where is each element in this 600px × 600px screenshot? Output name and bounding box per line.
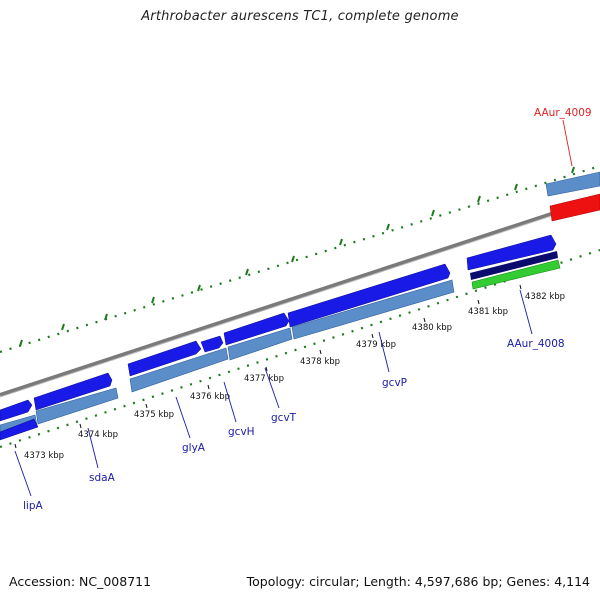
- tick-label: 4375 kbp: [134, 410, 174, 420]
- gene-labels: lipA sdaA glyA gcvH gcvT gcvP AAur_4008 …: [23, 107, 592, 512]
- gene-label-gcvH: gcvH: [228, 426, 255, 438]
- rna-feature: [549, 193, 600, 222]
- cds-feature: [200, 335, 224, 353]
- gene-label-glyA: glyA: [182, 442, 206, 454]
- genome-summary-text: Topology: circular; Length: 4,597,686 bp…: [246, 574, 590, 589]
- tick-label: 4379 kbp: [356, 340, 396, 350]
- gene-label-AAur_4009: AAur_4009: [534, 107, 592, 119]
- forward-cds-track: [0, 234, 557, 422]
- misc-feature-track: [470, 251, 561, 290]
- cds-feature: [223, 312, 290, 346]
- gene-feature: [291, 279, 455, 340]
- gene-track: [0, 171, 600, 437]
- gene-feature: [129, 347, 229, 393]
- gene-label-AAur_4008: AAur_4008: [507, 338, 565, 350]
- gene-feature: [35, 387, 119, 425]
- cds-feature: [33, 372, 113, 411]
- cds-feature: [127, 340, 202, 377]
- tick-label: 4376 kbp: [190, 392, 230, 402]
- tick-label: 4381 kbp: [468, 307, 508, 317]
- misc-feature-dark: [470, 251, 558, 280]
- tick-label: 4374 kbp: [78, 430, 118, 440]
- rna-track: [549, 193, 600, 222]
- cds-feature: [0, 399, 33, 422]
- tick-label: 4380 kbp: [412, 323, 452, 333]
- map-title: Arthrobacter aurescens TC1, complete gen…: [141, 9, 459, 24]
- gc-skew-marks: [19, 166, 575, 347]
- gene-label-sdaA: sdaA: [89, 472, 116, 484]
- tick-label: 4382 kbp: [525, 292, 565, 302]
- label-leaders: [14, 119, 573, 497]
- backbone-ring: [0, 196, 600, 398]
- cds-feature: [0, 418, 39, 441]
- gene-label-gcvT: gcvT: [271, 412, 297, 424]
- coordinate-ticks: 4373 kbp 4374 kbp 4375 kbp 4376 kbp 4377…: [14, 284, 565, 461]
- gene-feature: [227, 327, 293, 361]
- accession-text: Accession: NC_008711: [9, 574, 152, 589]
- cds-feature: [287, 263, 451, 328]
- gene-label-gcvP: gcvP: [382, 377, 407, 389]
- misc-feature-green: [471, 259, 561, 290]
- reverse-cds-track: [0, 418, 39, 441]
- gene-label-lipA: lipA: [23, 500, 43, 512]
- tick-label: 4377 kbp: [244, 374, 284, 384]
- tick-label: 4373 kbp: [24, 451, 64, 461]
- cds-feature: [466, 234, 557, 271]
- gene-feature: [545, 171, 600, 197]
- tick-label: 4378 kbp: [300, 357, 340, 367]
